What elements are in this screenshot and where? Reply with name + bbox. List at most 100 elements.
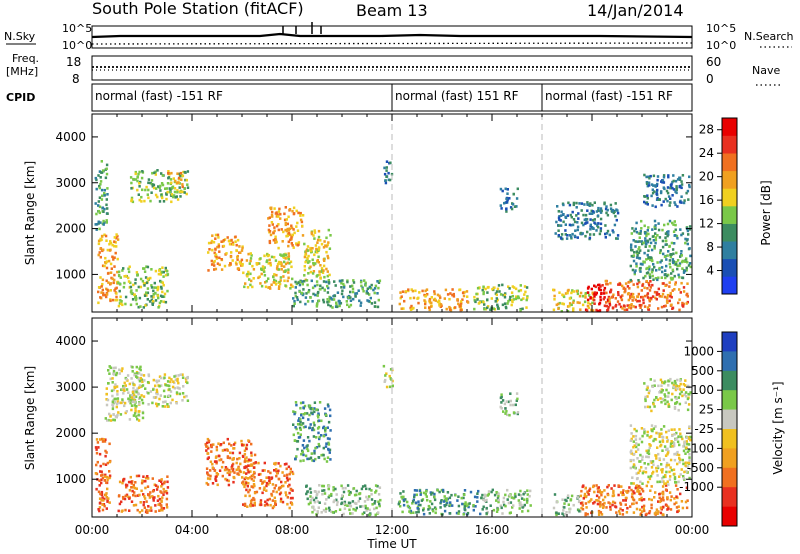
- heatmap-cell: [98, 170, 102, 173]
- heatmap-cell: [129, 303, 133, 307]
- heatmap-cell: [653, 398, 656, 402]
- heatmap-cell: [294, 291, 297, 295]
- heatmap-cell: [103, 264, 106, 268]
- heatmap-cell: [102, 503, 106, 506]
- heatmap-cell: [378, 279, 382, 283]
- heatmap-cell: [298, 290, 301, 293]
- heatmap-cell: [686, 397, 690, 401]
- heatmap-cell: [314, 293, 317, 297]
- heatmap-cell: [114, 383, 117, 386]
- heatmap-cell: [649, 378, 652, 381]
- heatmap-cell: [121, 481, 124, 485]
- heatmap-cell: [138, 396, 142, 399]
- heatmap-cell: [94, 223, 97, 226]
- heatmap-cell: [650, 194, 653, 198]
- heatmap-cell: [674, 234, 677, 237]
- heatmap-cell: [296, 431, 300, 435]
- heatmap-cell: [679, 379, 682, 382]
- heatmap-cell: [599, 209, 602, 213]
- heatmap-cell: [312, 498, 316, 502]
- heatmap-cell: [229, 262, 232, 265]
- heatmap-cell: [247, 470, 250, 474]
- heatmap-cell: [640, 303, 643, 307]
- heatmap-cell: [569, 498, 573, 501]
- heatmap-cell: [433, 495, 436, 499]
- heatmap-cell: [651, 274, 654, 278]
- heatmap-cell: [647, 462, 650, 466]
- heatmap-cell: [412, 296, 416, 300]
- heatmap-cell: [639, 270, 642, 273]
- heatmap-cell: [647, 281, 650, 285]
- heatmap-cell: [95, 223, 99, 226]
- heatmap-cell: [456, 298, 459, 301]
- heatmap-cell: [140, 200, 143, 203]
- heatmap-cell: [586, 512, 589, 516]
- heatmap-cell: [108, 476, 111, 480]
- heatmap-cell: [105, 219, 108, 222]
- heatmap-cell: [117, 509, 120, 513]
- heatmap-cell: [267, 483, 270, 486]
- heatmap-cell: [424, 295, 427, 298]
- heatmap-cell: [156, 288, 159, 292]
- heatmap-cell: [100, 481, 103, 485]
- heatmap-cell: [324, 430, 327, 433]
- heatmap-cell: [593, 284, 596, 288]
- heatmap-cell: [661, 389, 664, 392]
- heatmap-cell: [584, 222, 587, 225]
- heatmap-cell: [586, 291, 590, 294]
- heatmap-cell: [645, 182, 649, 185]
- heatmap-cell: [647, 455, 650, 459]
- heatmap-cell: [569, 213, 572, 217]
- heatmap-cell: [214, 456, 218, 459]
- heatmap-cell: [152, 295, 155, 299]
- heatmap-cell: [326, 300, 329, 304]
- heatmap-cell: [285, 462, 288, 466]
- heatmap-cell: [602, 292, 606, 295]
- heatmap-cell: [290, 236, 293, 239]
- heatmap-cell: [505, 210, 508, 213]
- heatmap-cell: [103, 497, 106, 501]
- nave-tick-top: 60: [706, 55, 721, 69]
- heatmap-cell: [221, 449, 225, 452]
- heatmap-cell: [323, 407, 327, 410]
- heatmap-cell: [657, 384, 660, 388]
- heatmap-cell: [211, 248, 214, 252]
- heatmap-cell: [250, 451, 253, 455]
- heatmap-cell: [268, 258, 271, 262]
- heatmap-cell: [168, 376, 171, 380]
- heatmap-cell: [677, 273, 680, 277]
- heatmap-cell: [675, 263, 678, 266]
- heatmap-cell: [134, 503, 138, 507]
- heatmap-cell: [608, 301, 611, 305]
- heatmap-cell: [241, 476, 244, 479]
- heatmap-cell: [125, 274, 128, 278]
- heatmap-cell: [642, 276, 645, 280]
- nsky-tick-bottom-right: 10^0: [706, 39, 736, 52]
- heatmap-cell: [368, 293, 371, 296]
- heatmap-cell: [631, 292, 635, 296]
- heatmap-cell: [273, 229, 276, 233]
- heatmap-cell: [643, 382, 646, 385]
- heatmap-cell: [215, 472, 218, 475]
- heatmap-cell: [132, 493, 135, 497]
- heatmap-cell: [161, 281, 164, 284]
- heatmap-cell: [326, 298, 329, 301]
- heatmap-cell: [117, 273, 121, 277]
- heatmap-cell: [460, 302, 463, 305]
- heatmap-cell: [631, 299, 634, 302]
- heatmap-cell: [274, 500, 277, 503]
- heatmap-cell: [316, 511, 319, 515]
- heatmap-cell: [226, 437, 229, 441]
- heatmap-cell: [361, 287, 364, 291]
- heatmap-cell: [529, 504, 532, 507]
- colorbar-swatch: [722, 390, 737, 410]
- heatmap-cell: [499, 396, 503, 400]
- heatmap-cell: [114, 287, 117, 291]
- heatmap-cell: [294, 280, 297, 284]
- heatmap-cell: [222, 239, 225, 242]
- heatmap-cell: [689, 254, 692, 258]
- heatmap-cell: [677, 480, 680, 484]
- heatmap-cell: [129, 399, 132, 402]
- heatmap-cell: [376, 484, 379, 488]
- heatmap-cell: [277, 287, 281, 290]
